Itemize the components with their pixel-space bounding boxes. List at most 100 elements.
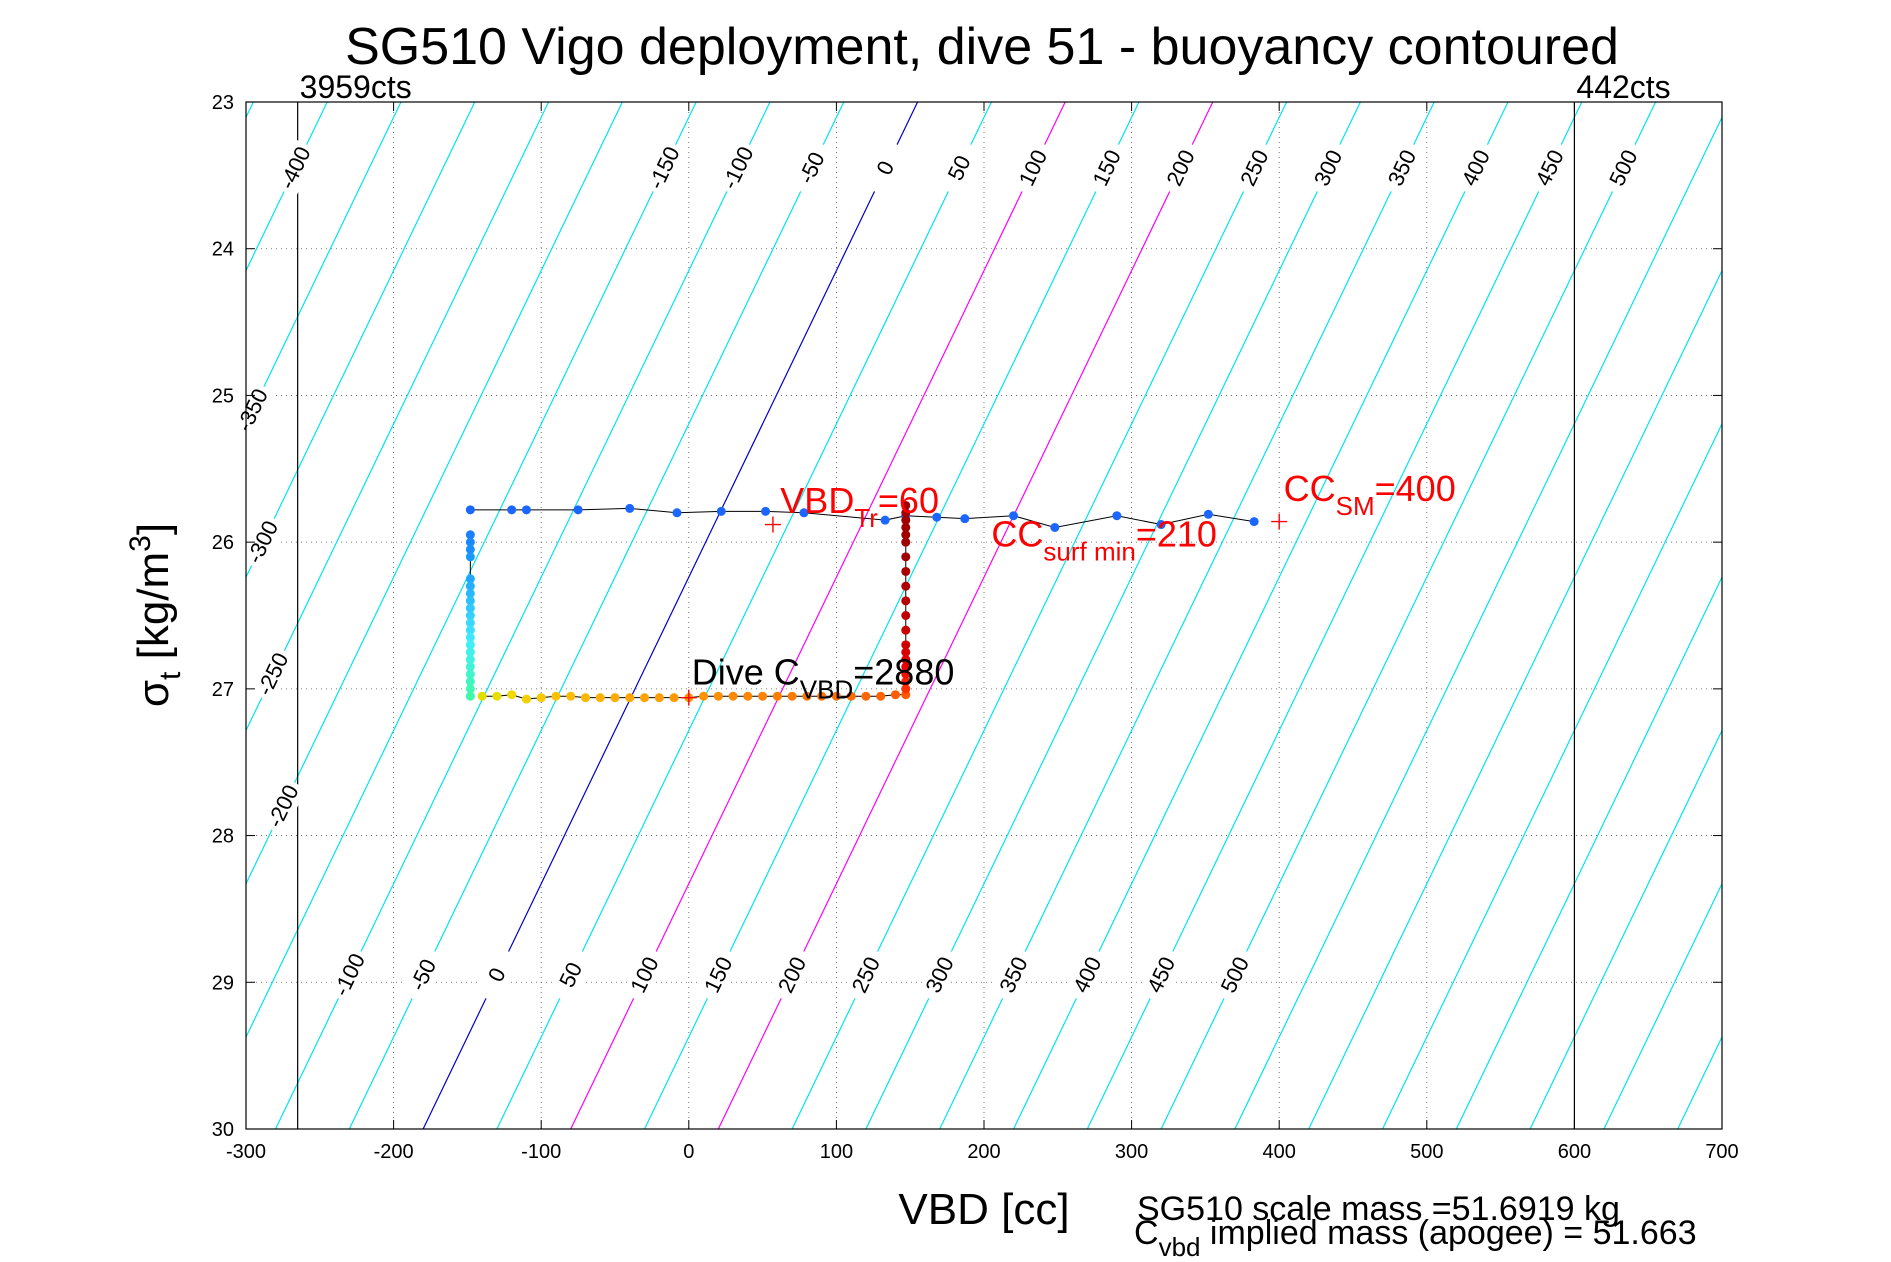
contour-label-bg xyxy=(695,945,742,1005)
data-point xyxy=(521,505,531,515)
annotation-tail: =60 xyxy=(878,480,939,521)
data-point xyxy=(831,691,841,701)
contour-line xyxy=(246,102,697,1039)
data-point xyxy=(901,522,911,532)
vbd-limit-label: 442cts xyxy=(1576,69,1670,105)
contour-label-bg xyxy=(769,945,816,1005)
annotation-vbd-tr: VBDTr=60 xyxy=(780,480,939,533)
data-point xyxy=(743,691,753,701)
y-ticks: 23 24 25 26 27 28 29 30 xyxy=(212,92,1722,1141)
data-point xyxy=(799,508,809,518)
contour-label-bg xyxy=(474,945,521,1005)
data-point xyxy=(536,693,546,703)
data-point xyxy=(492,691,502,701)
data-point xyxy=(901,530,911,540)
contour-label-bg xyxy=(715,138,762,198)
contour-label-bg xyxy=(621,945,668,1005)
data-point xyxy=(465,544,475,554)
contour-label-bg xyxy=(239,513,286,572)
contour-line xyxy=(1234,115,1722,1129)
data-point xyxy=(610,693,620,703)
data-point xyxy=(1156,520,1166,530)
data-point xyxy=(640,693,650,703)
annotation-main: CC xyxy=(1284,468,1336,509)
annotation-sub: surf min xyxy=(1043,537,1135,567)
vbd-limit-label: 3959cts xyxy=(300,69,412,105)
data-point xyxy=(901,669,911,679)
contour-labels: -400 -150 -100 -50 0 50 100 150 200 250 300 350 400 4… xyxy=(229,138,1647,1005)
data-point xyxy=(465,684,475,694)
scale-mass-note: SG510 scale mass =51.6919 kg xyxy=(1137,1190,1620,1228)
data-point xyxy=(625,503,635,513)
data-point xyxy=(507,690,517,700)
data-point xyxy=(772,691,782,701)
x-tick-label: 100 xyxy=(820,1141,853,1163)
data-point xyxy=(761,506,771,516)
y-axis-label-sup: 3 xyxy=(124,535,157,552)
contour-label-bg xyxy=(990,945,1037,1005)
data-point xyxy=(880,515,890,525)
contour-label-bg xyxy=(229,381,276,440)
contour-label-bg xyxy=(862,138,909,198)
data-point xyxy=(465,581,475,591)
data-point xyxy=(465,618,475,628)
contour-label-bg xyxy=(1379,138,1426,198)
data-point xyxy=(477,691,487,701)
x-tick-label: 500 xyxy=(1410,1141,1443,1163)
contour-line xyxy=(1381,422,1722,1129)
contour-label-bg xyxy=(1158,138,1204,198)
y-axis-label-close: ] xyxy=(129,523,178,535)
contour-label-bg xyxy=(400,945,447,1005)
data-point xyxy=(901,662,911,672)
data-point xyxy=(465,588,475,598)
data-point xyxy=(625,693,635,703)
data-point xyxy=(901,596,911,606)
data-point xyxy=(465,677,475,687)
annotation-tail: =210 xyxy=(1136,514,1217,555)
y-axis-label-sub: t xyxy=(154,671,187,680)
x-ticks: -300 -200 -100 0 100 200 300 400 500 600 700 xyxy=(226,102,1739,1163)
contour-line xyxy=(246,102,476,579)
data-point xyxy=(521,694,531,704)
contour-label-bg xyxy=(1084,138,1131,198)
grid xyxy=(246,102,1722,1129)
data-point xyxy=(465,655,475,665)
plus-marker xyxy=(1271,513,1288,530)
data-point xyxy=(901,581,911,591)
contour-label-bg xyxy=(250,645,297,704)
annotation-tail: =400 xyxy=(1375,468,1456,509)
data-point xyxy=(551,691,561,701)
data-point xyxy=(901,625,911,635)
dive-series xyxy=(465,500,1288,706)
y-tick-label: 24 xyxy=(212,239,234,261)
y-tick-label: 27 xyxy=(212,679,234,701)
data-point xyxy=(861,691,871,701)
data-point xyxy=(465,625,475,635)
contour-line xyxy=(246,102,623,886)
data-point xyxy=(901,515,911,525)
y-tick-label: 30 xyxy=(212,1119,234,1141)
data-point xyxy=(669,693,679,703)
data-point xyxy=(465,633,475,643)
data-point xyxy=(1050,522,1060,532)
data-point xyxy=(876,691,886,701)
contour-line xyxy=(1603,882,1722,1129)
data-point xyxy=(566,691,576,701)
contour-label-bg xyxy=(260,777,307,836)
data-point xyxy=(846,691,856,701)
data-point xyxy=(901,566,911,576)
data-point xyxy=(1112,511,1122,521)
contour-label-bg xyxy=(272,138,319,198)
data-point xyxy=(901,611,911,620)
contour-label-bg xyxy=(1064,945,1111,1005)
data-point xyxy=(465,574,475,584)
y-tick-label: 26 xyxy=(212,532,234,554)
data-point xyxy=(654,693,664,703)
data-point xyxy=(465,505,475,515)
contour-line xyxy=(0,102,32,1129)
contour-line xyxy=(0,102,106,1129)
annotation-tail: =2880 xyxy=(853,651,954,692)
x-tick-label: -300 xyxy=(226,1141,266,1163)
